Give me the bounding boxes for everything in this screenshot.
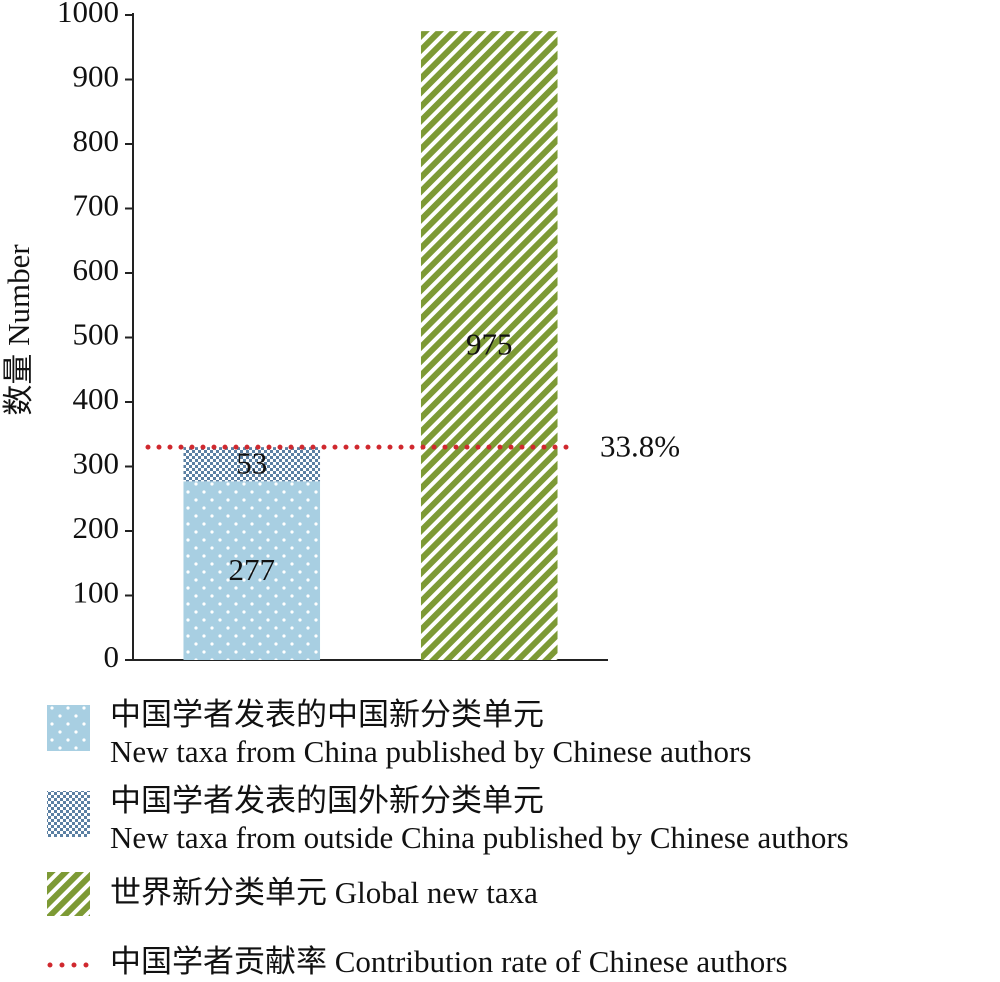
legend-label: 中国学者发表的中国新分类单元 <box>110 697 544 732</box>
data-label: 53 <box>236 445 267 480</box>
bar <box>183 481 321 660</box>
y-tick-label: 300 <box>73 446 120 481</box>
y-tick-label: 200 <box>73 510 120 545</box>
y-tick-label: 800 <box>73 123 120 158</box>
y-tick-label: 500 <box>73 317 120 352</box>
y-tick-label: 100 <box>73 575 120 610</box>
legend-label: 世界新分类单元 Global new taxa <box>110 875 538 910</box>
legend-label: New taxa from outside China published by… <box>110 820 849 855</box>
legend-swatch <box>47 872 90 916</box>
bar <box>183 447 321 482</box>
legend-label: 中国学者发表的国外新分类单元 <box>110 783 544 818</box>
y-tick-label: 900 <box>73 59 120 94</box>
y-tick-label: 0 <box>104 639 120 674</box>
bar <box>420 31 558 660</box>
y-tick-label: 1000 <box>57 0 119 29</box>
legend-swatch <box>47 791 90 837</box>
legend-label: New taxa from China published by Chinese… <box>110 734 751 769</box>
legend-label: 中国学者贡献率 Contribution rate of Chinese aut… <box>110 944 788 979</box>
y-tick-label: 400 <box>73 381 120 416</box>
y-axis-label: 数量 Number <box>1 244 36 416</box>
data-label: 975 <box>466 327 513 362</box>
reference-label: 33.8% <box>600 428 680 463</box>
y-tick-label: 600 <box>73 252 120 287</box>
legend-swatch <box>47 705 90 751</box>
y-tick-label: 700 <box>73 188 120 223</box>
data-label: 277 <box>229 552 276 587</box>
